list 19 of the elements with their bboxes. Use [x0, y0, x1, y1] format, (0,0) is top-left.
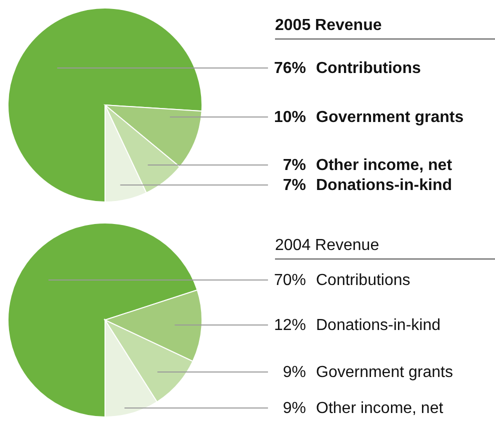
- slice-label: Donations-in-kind: [316, 177, 452, 194]
- slice-label: Government grants: [316, 364, 453, 381]
- data-label: 7%: [282, 177, 306, 194]
- slice-label: Contributions: [316, 272, 410, 289]
- data-label: 10%: [274, 109, 306, 126]
- data-label: 7%: [282, 157, 306, 174]
- slice-label: Other income, net: [316, 157, 453, 174]
- slice-label: Other income, net: [316, 400, 444, 417]
- data-label: 9%: [282, 400, 306, 417]
- slice-label: Donations-in-kind: [316, 317, 441, 334]
- data-label: 9%: [282, 364, 306, 381]
- data-label: 76%: [274, 60, 306, 77]
- slice-label: Government grants: [316, 109, 464, 126]
- text: 2004 Revenue: [275, 237, 380, 254]
- slice-label: Contributions: [316, 60, 421, 77]
- data-label: 70%: [274, 272, 306, 289]
- data-label: 12%: [274, 317, 306, 334]
- pie-slice: [8, 8, 202, 202]
- text: 2005 Revenue: [275, 17, 382, 34]
